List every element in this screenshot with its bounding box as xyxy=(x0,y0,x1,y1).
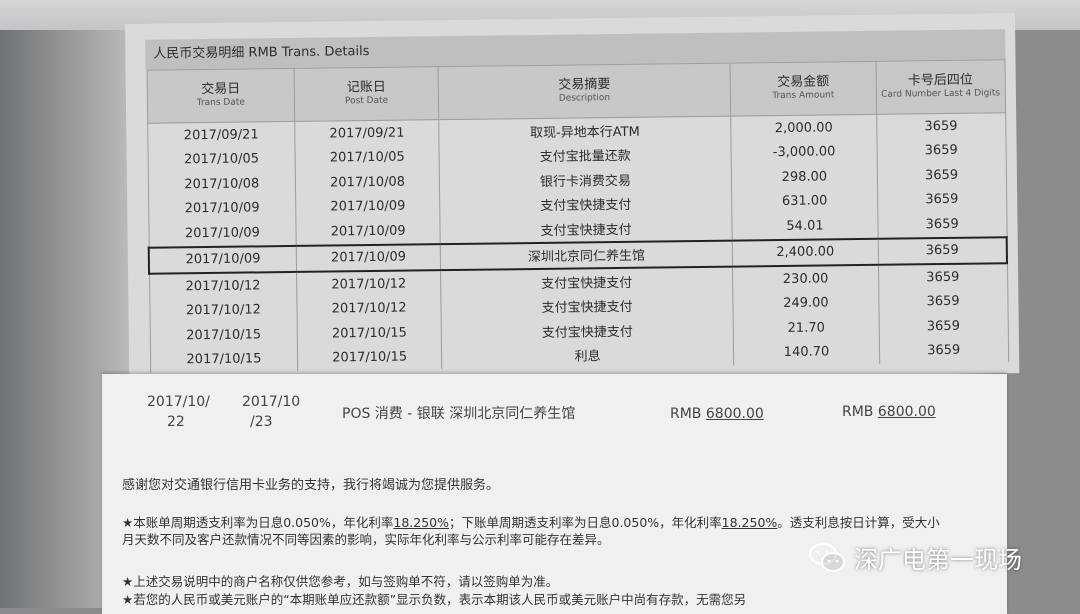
trans-date-cell: 2017/10/05 xyxy=(147,146,296,173)
card-last4-cell: 3659 xyxy=(878,263,1008,291)
amount-cell: -3,000.00 xyxy=(731,139,878,166)
card-last4-cell: 3659 xyxy=(877,236,1007,265)
trans-date-cell: 2017/10/09 xyxy=(148,245,297,274)
wechat-icon xyxy=(809,542,845,572)
post-date-cell: 2017/10/09 xyxy=(295,193,440,220)
post-date-cell: 2017/10/15 xyxy=(297,320,442,347)
column-header-zh: 交易金额 xyxy=(777,74,830,91)
column-header: 卡号后四位 Card Number Last 4 Digits xyxy=(875,59,1006,115)
post-date-cell: 2017/10/08 xyxy=(295,169,440,196)
note-rate: 18.250% xyxy=(393,515,449,530)
column-header-zh: 交易日 xyxy=(201,81,241,98)
trans-date-cell: 2017/10/15 xyxy=(149,321,298,349)
thanks-text: 感谢您对交通银行信用卡业务的支持，我行将竭诚为您提供服务。 xyxy=(122,478,500,493)
trans-date-cell: 2017/10/12 xyxy=(149,297,298,324)
currency-2: RMB xyxy=(842,404,874,420)
description-cell: 支付宝快捷支付 xyxy=(439,190,732,219)
column-header-zh: 记账日 xyxy=(346,80,386,96)
note-rate: 18.250% xyxy=(721,515,778,530)
description: POS 消费 - 银联 深圳北京同仁养生馆 xyxy=(342,406,576,422)
description-cell: 深圳北京同仁养生馆 xyxy=(440,240,733,271)
amount-cell: 631.00 xyxy=(731,188,878,215)
watermark: 深广电第一现场 xyxy=(808,540,1022,575)
card-last4-cell: 3659 xyxy=(876,137,1006,164)
column-header-en: Card Number Last 4 Digits xyxy=(881,88,1001,101)
trans-date: 2017/10/22 xyxy=(147,392,210,432)
post-date-cell: 2017/10/12 xyxy=(296,270,441,298)
second-statement-sheet: 2017/10/22 2017/10/23 POS 消费 - 银联 深圳北京同仁… xyxy=(102,374,1007,614)
post-date-cell: 2017/09/21 xyxy=(294,119,439,147)
note-negative-balance: ★若您的人民币或美元账户的“本期账单应还款额”显示负数，表示本期该人民币或美元账… xyxy=(122,592,747,607)
description-cell: 取现-异地本行ATM xyxy=(438,116,732,145)
amount-cell: 249.00 xyxy=(732,290,879,317)
note-part: ★本账单周期透支利率为日息0.050%，年化利率 xyxy=(122,515,394,530)
trans-date-line2: 22 xyxy=(167,414,185,430)
trans-date-cell: 2017/10/09 xyxy=(148,219,297,248)
post-date-cell: 2017/10/12 xyxy=(297,295,442,322)
card-last4-cell: 3659 xyxy=(878,313,1008,340)
column-header-en: Trans Date xyxy=(196,97,245,109)
description-cell: 银行卡消费交易 xyxy=(439,165,732,194)
post-date-line1: 2017/10 xyxy=(242,394,301,410)
column-header: 交易金额 Trans Amount xyxy=(730,61,877,117)
amount-cell: 2,000.00 xyxy=(730,114,877,142)
amount-cell: 2,400.00 xyxy=(732,238,879,267)
column-header-en: Trans Amount xyxy=(772,90,835,102)
trans-date-line1: 2017/10/ xyxy=(147,394,210,410)
note-merchant: ★上述交易说明中的商户名称仅供您参考，如与签购单不符，请以签购单为准。 xyxy=(122,574,559,589)
amount-2-value: 6800.00 xyxy=(877,404,936,420)
description-cell: 支付宝批量还款 xyxy=(438,141,732,170)
column-header-en: Post Date xyxy=(344,96,389,107)
card-last4-cell: 3659 xyxy=(879,337,1009,364)
description-cell: 支付宝快捷支付 xyxy=(440,266,733,296)
post-date-cell: 2017/10/15 xyxy=(297,344,442,371)
watermark-text: 深广电第一现场 xyxy=(854,546,1022,574)
card-last4-cell: 3659 xyxy=(877,186,1007,213)
column-header: 交易摘要 Description xyxy=(438,63,731,120)
column-header-zh: 交易摘要 xyxy=(558,77,611,94)
amount-cell: 230.00 xyxy=(732,264,879,293)
note-part: 。透支利息按日计算，受大小月天数不同及客户还款情况不同等因素的影响，实际年化利率… xyxy=(122,515,940,547)
card-last4-cell: 3659 xyxy=(876,112,1006,140)
trans-date-cell: 2017/10/09 xyxy=(148,195,297,222)
description-cell: 支付宝快捷支付 xyxy=(439,214,733,244)
amount-2: RMB 6800.00 xyxy=(842,402,936,422)
post-date-cell: 2017/10/09 xyxy=(296,218,441,246)
column-header: 记账日 Post Date xyxy=(294,66,439,122)
description-cell: 支付宝快捷支付 xyxy=(440,292,734,321)
post-date: 2017/10/23 xyxy=(242,392,300,432)
amount-cell: 140.70 xyxy=(733,339,880,366)
statement-sheet: 人民币交易明细 RMB Trans. Details 交易日 Trans Date… xyxy=(125,13,1020,384)
post-date-cell: 2017/10/09 xyxy=(296,243,441,272)
column-header: 交易日 Trans Date xyxy=(146,68,295,124)
amount-cell: 21.70 xyxy=(733,314,880,342)
currency-1: RMB xyxy=(670,406,702,422)
description-cell: 利息 xyxy=(441,341,734,370)
card-last4-cell: 3659 xyxy=(878,288,1008,315)
description-cell: 支付宝快捷支付 xyxy=(441,316,734,345)
amount-cell: 298.00 xyxy=(731,163,878,191)
card-last4-cell: 3659 xyxy=(877,162,1007,189)
card-last4-cell: 3659 xyxy=(877,211,1007,239)
note-interest: ★本账单周期透支利率为日息0.050%，年化利率18.250%；下账单周期透支利… xyxy=(122,514,942,548)
trans-date-cell: 2017/10/15 xyxy=(149,346,298,373)
amount-1: RMB 6800.00 xyxy=(670,404,764,424)
note-part: ；下账单周期透支利率为日息0.050%，年化利率 xyxy=(449,515,722,530)
trans-date-cell: 2017/09/21 xyxy=(147,121,296,149)
amount-1-value: 6800.00 xyxy=(705,406,764,422)
trans-date-cell: 2017/10/08 xyxy=(147,170,296,198)
post-date-cell: 2017/10/05 xyxy=(295,144,440,171)
trans-date-cell: 2017/10/12 xyxy=(149,271,298,300)
column-header-zh: 卡号后四位 xyxy=(907,73,974,89)
transactions-table: 交易日 Trans Date 记账日 Post Date 交易摘要 Description… xyxy=(146,59,1010,373)
post-date-line2: /23 xyxy=(250,414,273,430)
column-header-en: Description xyxy=(558,93,611,105)
amount-cell: 54.01 xyxy=(731,212,878,241)
